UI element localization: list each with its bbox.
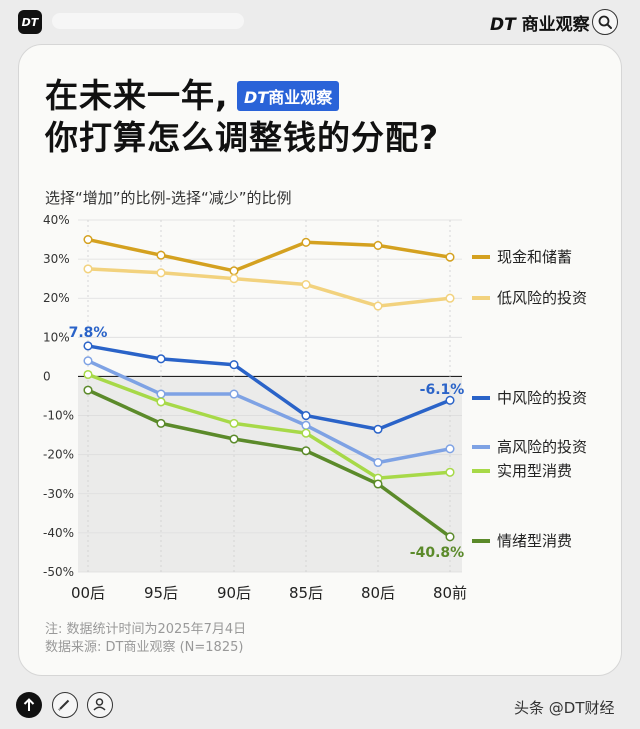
data-point: [156, 418, 166, 428]
data-point: [229, 434, 239, 444]
x-tick-label: 95后: [144, 584, 178, 602]
title-badge: DT商业观察: [237, 81, 340, 111]
data-point: [301, 237, 311, 247]
data-point: [373, 301, 383, 311]
bottom-bar: 头条 @DT财经: [0, 676, 640, 729]
x-tick-label: 90后: [217, 584, 251, 602]
legend-label: 低风险的投资: [497, 289, 587, 307]
y-tick-label: 10%: [43, 330, 70, 344]
data-point: [373, 479, 383, 489]
data-point: [445, 444, 455, 454]
series-line: [87, 237, 451, 273]
brand-logo: DT 商业观察: [490, 10, 590, 35]
footer-source: 头条 @DT财经: [514, 699, 615, 717]
data-point: [156, 268, 166, 278]
app-logo[interactable]: DT: [18, 10, 42, 34]
series-line: [87, 359, 451, 465]
data-point: [373, 457, 383, 468]
user-icon: [93, 698, 106, 711]
data-point: [229, 418, 239, 428]
data-point: [445, 467, 455, 477]
x-tick-label: 85后: [289, 584, 323, 602]
x-tick-label: 80后: [361, 584, 395, 602]
data-point: [445, 395, 455, 405]
title-line-2: 你打算怎么调整钱的分配?: [45, 118, 440, 157]
search-button[interactable]: [592, 9, 618, 35]
legend-label: 情绪型消费: [497, 532, 572, 550]
data-point: [83, 385, 93, 395]
data-point: [229, 274, 239, 284]
data-point: [156, 354, 166, 364]
note-text: 注: 数据统计时间为2025年7月4日: [45, 622, 247, 637]
legend-label: 高风险的投资: [497, 438, 587, 456]
y-tick-label: -30%: [43, 487, 74, 501]
data-point: [83, 264, 93, 274]
brand-prefix: DT: [490, 15, 516, 35]
data-point: [229, 360, 239, 370]
x-tick-label: 00后: [71, 584, 105, 602]
data-point: [301, 428, 311, 438]
data-point: [301, 279, 311, 290]
data-point: [83, 341, 93, 351]
edit-button[interactable]: [52, 692, 78, 718]
badge-prefix: DT: [244, 88, 269, 107]
badge-name: 商业观察: [268, 88, 333, 107]
pencil-icon: [58, 699, 70, 711]
y-tick-label: -20%: [43, 448, 74, 462]
chart-notes: 注: 数据统计时间为2025年7月4日 数据来源: DT商业观察 (N=1825…: [45, 621, 246, 657]
series-line: [87, 344, 451, 431]
x-tick-label: 80前: [433, 584, 467, 602]
data-label: 7.8%: [69, 325, 108, 341]
chart-title: 在未来一年, 你打算怎么调整钱的分配?: [45, 75, 439, 159]
data-point: [445, 532, 455, 542]
top-search-pill[interactable]: [52, 13, 244, 29]
data-point: [229, 266, 239, 276]
data-point: [373, 240, 383, 250]
data-point: [156, 250, 166, 260]
y-tick-label: 0: [43, 369, 51, 383]
data-point: [83, 369, 93, 380]
series-line: [87, 388, 452, 539]
y-tick-label: -10%: [43, 409, 74, 423]
negative-area: [78, 376, 462, 572]
source-text: 数据来源: DT商业观察 (N=1825): [45, 640, 244, 655]
legend-label: 现金和储蓄: [497, 248, 572, 266]
data-point: [83, 356, 93, 366]
data-label: -40.8%: [410, 545, 464, 561]
series-line: [87, 267, 451, 308]
legend-label: 中风险的投资: [497, 389, 587, 407]
title-line-1: 在未来一年,: [45, 76, 229, 115]
data-label: -6.1%: [420, 382, 465, 398]
scroll-top-button[interactable]: [16, 692, 42, 718]
chart-subtitle: 选择“增加”的比例-选择“减少”的比例: [45, 189, 292, 207]
series-line: [87, 372, 451, 480]
data-point: [156, 397, 166, 407]
data-point: [445, 293, 455, 303]
data-point: [156, 389, 166, 399]
y-tick-label: 20%: [43, 291, 70, 305]
data-point: [301, 446, 311, 456]
data-point: [229, 389, 239, 399]
brand-name: 商业观察: [521, 15, 590, 35]
y-tick-label: 40%: [43, 213, 70, 227]
legend-label: 实用型消费: [497, 462, 572, 480]
data-point: [301, 420, 311, 430]
data-point: [83, 235, 93, 245]
search-icon: [598, 15, 612, 29]
data-point: [445, 252, 455, 262]
data-point: [373, 424, 383, 434]
top-bar: DT DT 商业观察: [0, 0, 640, 44]
profile-button[interactable]: [87, 692, 113, 718]
data-point: [301, 411, 311, 421]
arrow-up-icon: [23, 698, 35, 711]
y-tick-label: -40%: [43, 526, 74, 540]
y-tick-label: -50%: [43, 565, 74, 579]
y-tick-label: 30%: [43, 252, 70, 266]
